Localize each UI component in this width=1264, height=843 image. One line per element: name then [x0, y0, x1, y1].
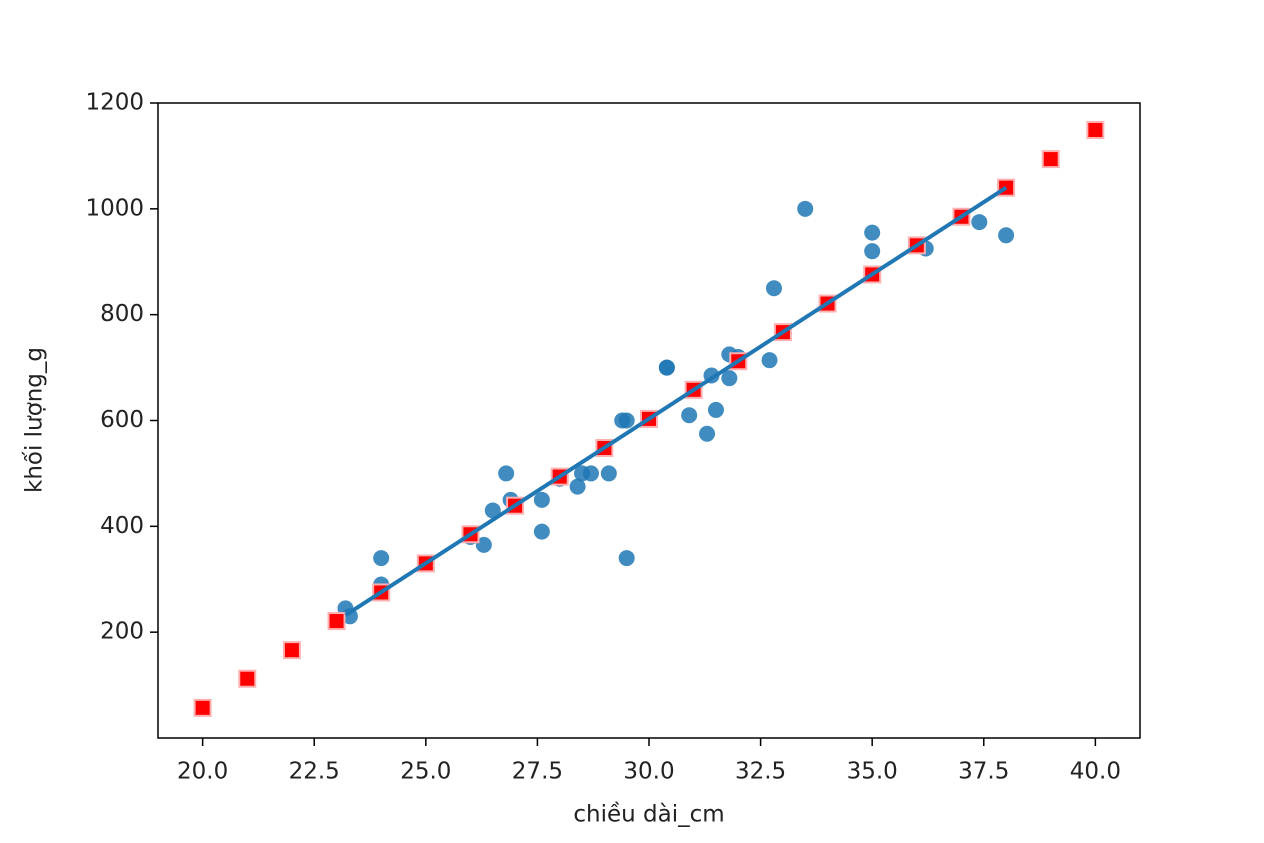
circle-point	[600, 465, 617, 482]
circle-point	[864, 224, 881, 241]
circle-point	[533, 523, 550, 540]
square-point	[238, 669, 257, 688]
circle-point	[475, 536, 492, 553]
x-tick-label: 37.5	[958, 759, 1009, 785]
square-point	[282, 641, 301, 660]
circle-point	[699, 425, 716, 442]
circle-point	[658, 359, 675, 376]
square-point	[193, 698, 212, 717]
circle-point	[761, 352, 778, 369]
x-tick-label: 27.5	[512, 759, 563, 785]
x-tick-label: 25.0	[400, 759, 451, 785]
circle-point	[582, 465, 599, 482]
x-tick-label: 32.5	[735, 759, 786, 785]
x-tick-label: 22.5	[289, 759, 340, 785]
circle-point	[681, 407, 698, 424]
square-point	[1086, 120, 1105, 139]
circle-point	[797, 200, 814, 217]
x-tick-label: 40.0	[1070, 759, 1121, 785]
circle-point	[765, 280, 782, 297]
x-tick-label: 20.0	[177, 759, 228, 785]
plot-frame	[157, 102, 1141, 739]
circle-point	[998, 227, 1015, 244]
circle-point	[341, 608, 358, 625]
circle-point	[618, 412, 635, 429]
circle-point	[569, 478, 586, 495]
y-tick-label: 1200	[85, 90, 144, 116]
circle-point	[373, 550, 390, 567]
square-point	[327, 612, 346, 631]
y-tick-label: 1000	[85, 195, 144, 221]
circle-point	[707, 401, 724, 418]
y-tick-label: 200	[100, 619, 144, 645]
y-tick-label: 400	[100, 513, 144, 539]
circle-point	[618, 550, 635, 567]
x-axis-label: chiều dài_cm	[573, 802, 724, 828]
circle-point	[864, 243, 881, 260]
y-axis-label: khối lượng_g	[22, 347, 48, 493]
y-tick-label: 600	[100, 407, 144, 433]
square-point	[1041, 150, 1060, 169]
circle-point	[721, 370, 738, 387]
circle-point	[498, 465, 515, 482]
circle-point	[533, 491, 550, 508]
x-tick-label: 30.0	[623, 759, 674, 785]
x-tick-label: 35.0	[847, 759, 898, 785]
y-tick-label: 800	[100, 301, 144, 327]
regression-line	[344, 185, 1008, 617]
circle-point	[484, 502, 501, 519]
circle-point	[971, 214, 988, 231]
